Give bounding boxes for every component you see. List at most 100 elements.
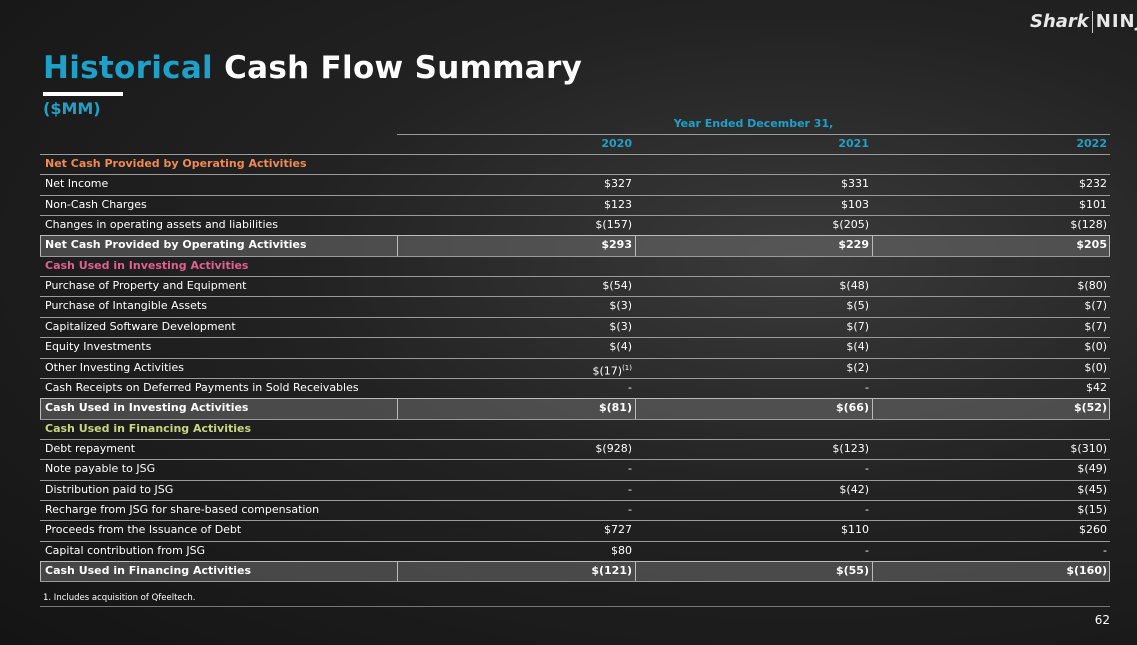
value-text: $260 bbox=[1079, 523, 1107, 537]
cell-value: - bbox=[628, 459, 632, 479]
cell-value: $(66) bbox=[836, 398, 869, 418]
cell-value: $(42) bbox=[839, 480, 869, 500]
value-text: $101 bbox=[1079, 197, 1107, 211]
value-text: - bbox=[628, 462, 632, 476]
column-separator bbox=[872, 398, 873, 419]
cell-value: $260 bbox=[1079, 520, 1107, 540]
row-rule bbox=[40, 499, 1110, 501]
title: Historical Cash Flow Summary bbox=[43, 50, 582, 86]
cell-value: $(80) bbox=[1077, 276, 1107, 296]
value-text: $(205) bbox=[832, 218, 869, 232]
cell-value: $331 bbox=[841, 174, 869, 194]
row-rule bbox=[40, 581, 1110, 583]
title-underline bbox=[43, 92, 123, 96]
row-rule bbox=[40, 337, 1110, 339]
cell-value: $(123) bbox=[832, 439, 869, 459]
row-rule bbox=[40, 296, 1110, 298]
value-text: $205 bbox=[1076, 238, 1107, 252]
row-label: Other Investing Activities bbox=[45, 360, 184, 374]
table: Year Ended December 31, 2020 2021 2022 Net C… bbox=[40, 114, 1110, 584]
row-label: Capital contribution from JSG bbox=[45, 543, 206, 557]
value-text: $(928) bbox=[595, 441, 632, 455]
value-text: $(160) bbox=[1066, 564, 1107, 577]
cell-value: $(15) bbox=[1077, 500, 1107, 520]
subtitle: ($MM) bbox=[43, 99, 101, 118]
value-text: $(17) bbox=[592, 364, 623, 378]
column-separator bbox=[635, 561, 636, 582]
cell-value: $(0) bbox=[1084, 358, 1107, 378]
value-text: $80 bbox=[611, 543, 632, 557]
value-text: - bbox=[865, 502, 869, 516]
value-text: $(0) bbox=[1084, 360, 1107, 374]
row-label: Non-Cash Charges bbox=[45, 197, 147, 211]
cell-value: $(5) bbox=[846, 296, 869, 316]
row-label: Recharge from JSG for share-based compen… bbox=[45, 502, 320, 516]
column-separator bbox=[872, 561, 873, 582]
cell-value: - bbox=[628, 500, 632, 520]
footnote-rule bbox=[40, 606, 1110, 607]
cell-value: $232 bbox=[1079, 174, 1107, 194]
cell-value: $(17)(1) bbox=[592, 358, 632, 382]
row-rule bbox=[40, 459, 1110, 461]
value-text: $(123) bbox=[832, 441, 869, 455]
value-text: - bbox=[628, 482, 632, 496]
value-text: $(80) bbox=[1077, 279, 1107, 293]
footnote: 1. Includes acquisition of Qfeeltech. bbox=[43, 593, 196, 603]
value-text: $(157) bbox=[595, 218, 632, 232]
header-rule bbox=[40, 154, 1110, 155]
cell-value: $(4) bbox=[609, 337, 632, 357]
cell-value: $(7) bbox=[1084, 317, 1107, 337]
page-number: 62 bbox=[1094, 613, 1110, 627]
footnote-ref: (1) bbox=[622, 363, 632, 372]
section-header: Net Cash Provided by Operating Activitie… bbox=[45, 157, 307, 170]
value-text: $42 bbox=[1086, 380, 1107, 394]
value-text: $(54) bbox=[602, 279, 632, 293]
cell-value: $(54) bbox=[602, 276, 632, 296]
row-rule bbox=[40, 255, 1110, 257]
column-separator bbox=[635, 235, 636, 256]
value-text: $(45) bbox=[1077, 482, 1107, 496]
value-text: $(48) bbox=[839, 279, 869, 293]
header-rule bbox=[397, 134, 1110, 135]
value-text: $(3) bbox=[609, 299, 632, 313]
column-separator bbox=[872, 235, 873, 256]
cell-value: - bbox=[628, 480, 632, 500]
cell-value: $(7) bbox=[846, 317, 869, 337]
cell-value: $327 bbox=[604, 174, 632, 194]
value-text: - bbox=[628, 502, 632, 516]
row-label: Cash Used in Investing Activities bbox=[45, 401, 249, 415]
row-rule bbox=[40, 540, 1110, 542]
cell-value: $(0) bbox=[1084, 337, 1107, 357]
row-label: Proceeds from the Issuance of Debt bbox=[45, 523, 242, 537]
value-text: $293 bbox=[601, 238, 632, 252]
cell-value: $103 bbox=[841, 195, 869, 215]
cell-value: $(3) bbox=[609, 296, 632, 316]
row-label: Capitalized Software Development bbox=[45, 319, 236, 333]
value-text: $(4) bbox=[846, 340, 869, 354]
cell-value: $293 bbox=[601, 235, 632, 255]
cell-value: $(49) bbox=[1077, 459, 1107, 479]
title-accent: Historical bbox=[43, 50, 213, 86]
value-text: $103 bbox=[841, 197, 869, 211]
value-text: - bbox=[1103, 543, 1107, 557]
cell-value: $123 bbox=[604, 195, 632, 215]
cell-value: $205 bbox=[1076, 235, 1107, 255]
row-label: Cash Receipts on Deferred Payments in So… bbox=[45, 380, 359, 394]
cell-value: $(157) bbox=[595, 215, 632, 235]
row-label: Distribution paid to JSG bbox=[45, 482, 174, 496]
logo-text: Shark bbox=[1030, 11, 1089, 32]
cell-value: $42 bbox=[1086, 378, 1107, 398]
value-text: $(2) bbox=[846, 360, 869, 374]
row-rule bbox=[40, 418, 1110, 420]
row-rule bbox=[40, 377, 1110, 379]
value-text: - bbox=[865, 462, 869, 476]
row-rule bbox=[40, 520, 1110, 522]
cell-value: - bbox=[865, 378, 869, 398]
row-rule bbox=[40, 215, 1110, 217]
cell-value: $229 bbox=[838, 235, 869, 255]
value-text: $327 bbox=[604, 177, 632, 191]
row-label: Net Cash Provided by Operating Activitie… bbox=[45, 238, 307, 252]
cell-value: - bbox=[865, 500, 869, 520]
cell-value: $(160) bbox=[1066, 561, 1107, 581]
